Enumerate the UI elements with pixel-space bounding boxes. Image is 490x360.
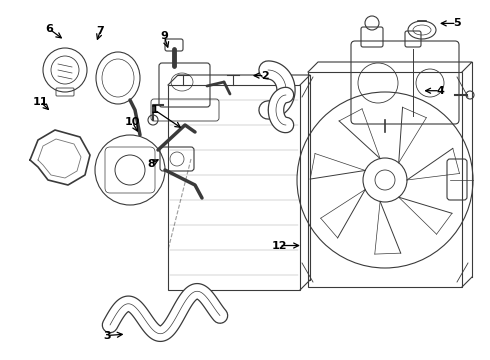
Text: 12: 12: [271, 240, 287, 251]
Text: 9: 9: [160, 31, 168, 41]
Text: 7: 7: [97, 26, 104, 36]
Text: 2: 2: [261, 71, 269, 81]
Text: 8: 8: [147, 159, 155, 169]
Text: 5: 5: [453, 18, 461, 28]
Text: 6: 6: [45, 24, 53, 34]
Text: 11: 11: [32, 96, 48, 107]
Text: 10: 10: [124, 117, 140, 127]
Text: 4: 4: [436, 86, 444, 96]
Text: 3: 3: [103, 330, 111, 341]
Text: 1: 1: [150, 105, 158, 115]
